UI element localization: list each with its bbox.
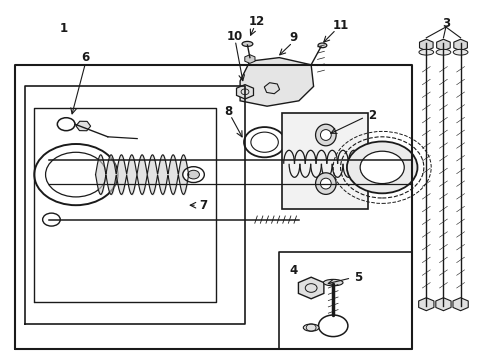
Ellipse shape	[320, 178, 331, 189]
Bar	[282, 113, 368, 209]
Text: 1: 1	[60, 22, 68, 35]
Ellipse shape	[242, 41, 253, 46]
Circle shape	[347, 141, 417, 193]
Ellipse shape	[436, 49, 451, 55]
Ellipse shape	[316, 124, 336, 146]
Text: 3: 3	[442, 17, 450, 30]
Ellipse shape	[316, 173, 336, 194]
Polygon shape	[240, 58, 314, 106]
Circle shape	[188, 170, 199, 179]
Text: 11: 11	[332, 19, 349, 32]
Ellipse shape	[419, 49, 434, 55]
Ellipse shape	[453, 49, 468, 55]
Text: 12: 12	[249, 15, 266, 28]
Text: 8: 8	[225, 105, 233, 118]
Text: 5: 5	[354, 271, 362, 284]
Circle shape	[360, 151, 404, 184]
Ellipse shape	[303, 324, 319, 331]
Circle shape	[183, 167, 204, 183]
Text: 4: 4	[290, 264, 298, 276]
Ellipse shape	[320, 130, 331, 140]
Text: 7: 7	[199, 199, 207, 212]
Circle shape	[43, 213, 60, 226]
Ellipse shape	[323, 279, 343, 286]
Ellipse shape	[318, 43, 327, 48]
Text: 10: 10	[227, 30, 244, 42]
Text: 2: 2	[368, 109, 376, 122]
Text: 6: 6	[82, 51, 90, 64]
Text: 9: 9	[290, 31, 298, 44]
